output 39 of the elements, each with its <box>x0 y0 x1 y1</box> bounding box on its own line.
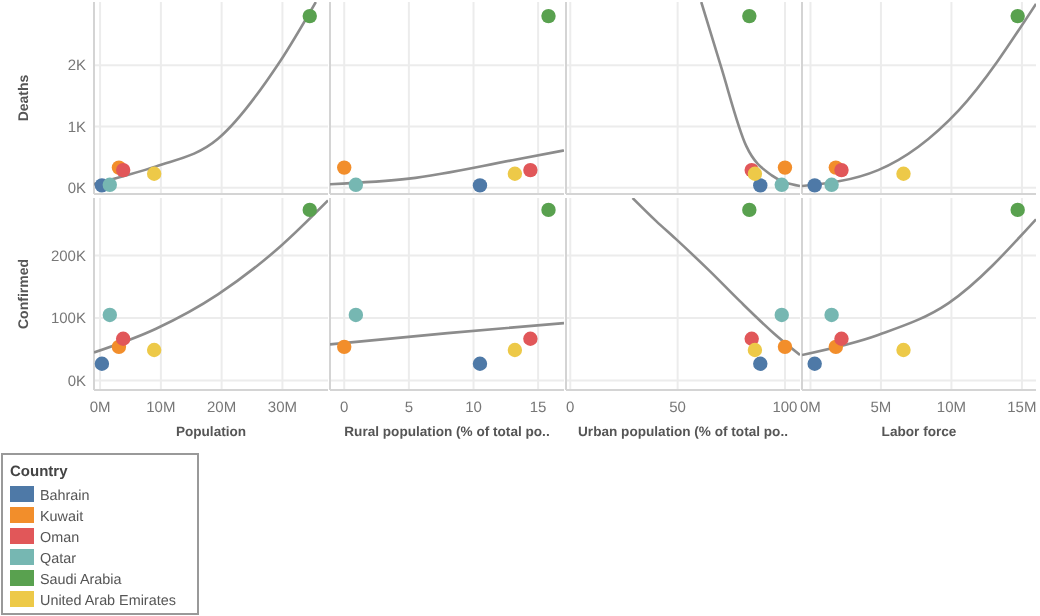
point <box>753 178 768 193</box>
point <box>834 331 849 346</box>
point <box>742 8 757 24</box>
point <box>146 166 162 181</box>
point <box>896 166 911 181</box>
point <box>115 331 131 346</box>
point <box>337 160 352 175</box>
point <box>777 339 793 355</box>
point <box>774 307 789 323</box>
point <box>523 331 538 346</box>
point <box>472 178 488 193</box>
point <box>146 342 162 358</box>
point <box>94 356 110 371</box>
point <box>472 356 488 371</box>
point <box>302 8 317 24</box>
point <box>348 177 364 192</box>
point <box>753 356 768 371</box>
point <box>742 202 757 218</box>
point <box>302 202 317 218</box>
point <box>102 177 117 192</box>
point <box>774 177 789 192</box>
point <box>541 202 556 218</box>
point <box>777 160 793 175</box>
point <box>541 8 556 24</box>
point <box>834 162 849 178</box>
point <box>102 307 117 323</box>
point <box>1010 8 1025 24</box>
point <box>1010 202 1025 218</box>
point <box>807 178 822 193</box>
point <box>507 342 523 358</box>
point <box>337 339 352 355</box>
point <box>507 166 523 181</box>
point <box>348 307 364 323</box>
point <box>523 162 538 178</box>
point <box>896 342 911 358</box>
point <box>824 307 839 323</box>
point <box>824 177 839 192</box>
point <box>807 356 822 371</box>
point <box>747 342 763 358</box>
